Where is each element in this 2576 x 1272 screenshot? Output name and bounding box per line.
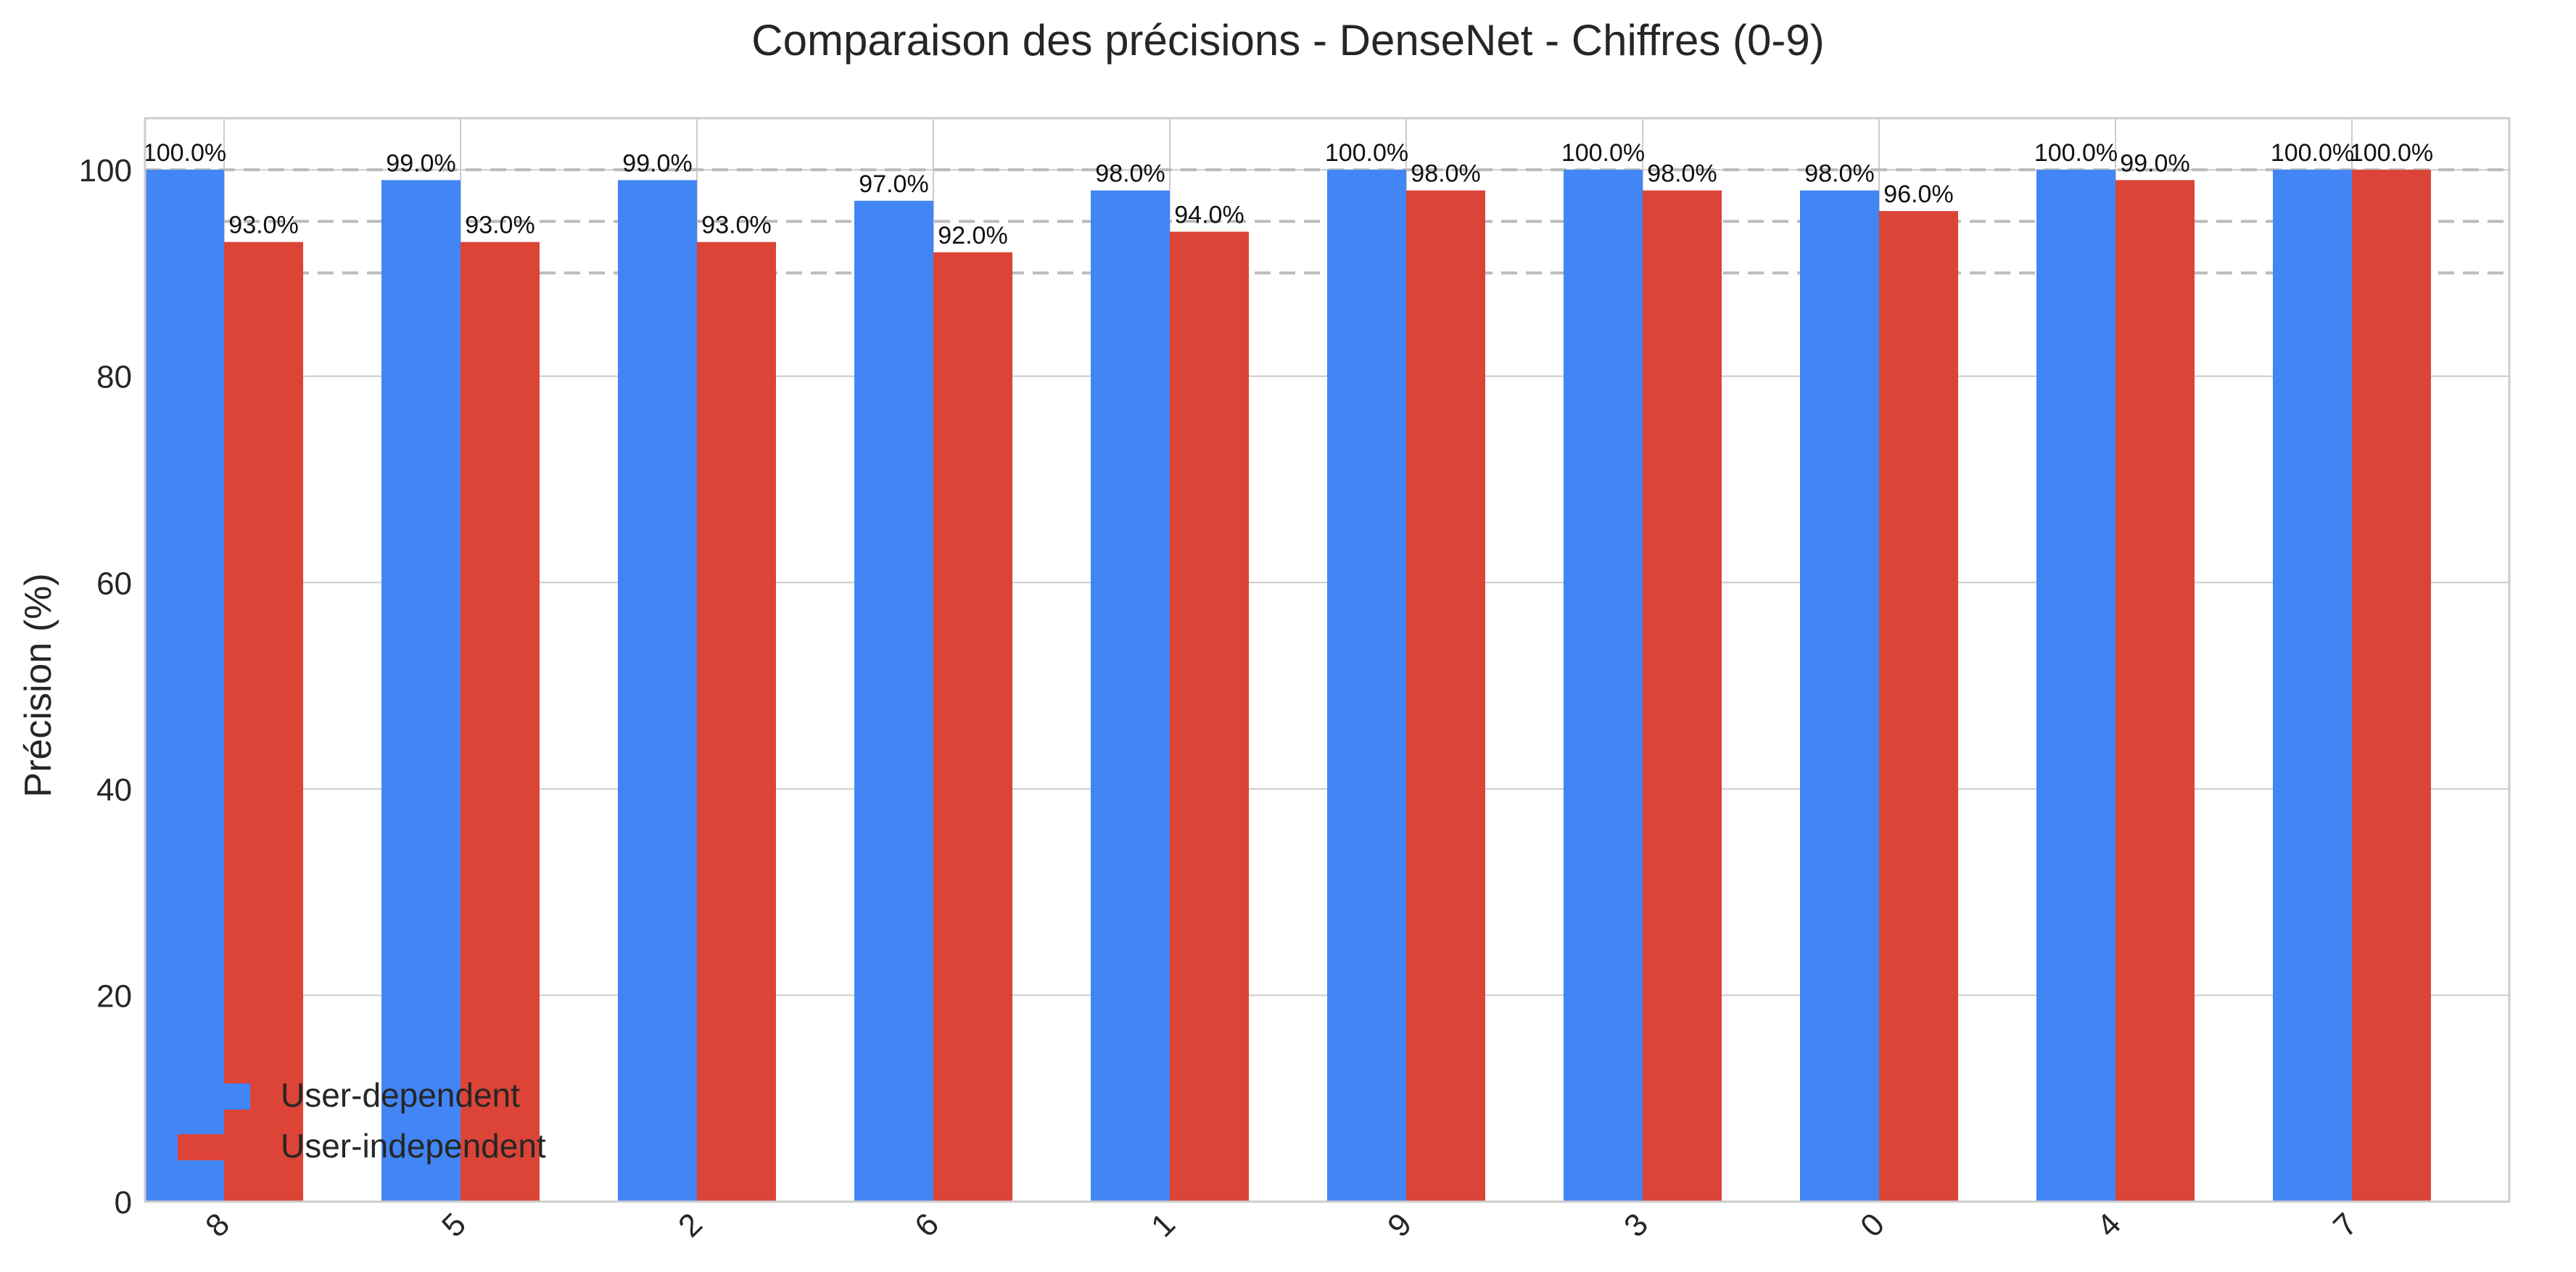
bar-user-independent <box>1643 190 1722 1202</box>
value-labels: 100.0% 99.0% 99.0%97.0% 98.0%100.0% 100.0%98… <box>143 139 2433 249</box>
value-label: 94.0% <box>1174 202 1244 229</box>
value-label: 99.0% <box>2120 149 2189 177</box>
value-label: 100.0% <box>2350 139 2433 167</box>
legend-label: User-dependent <box>281 1076 520 1114</box>
value-label: 98.0% <box>1647 160 1717 188</box>
x-tick-label: 3 <box>1617 1206 1655 1244</box>
value-label: 97.0% <box>859 170 928 198</box>
x-tick-label: 1 <box>1144 1206 1182 1244</box>
legend-label: User-independent <box>281 1127 546 1165</box>
value-label: 98.0% <box>1411 160 1480 188</box>
bar-user-dependent <box>2036 170 2115 1202</box>
bar-user-independent <box>461 241 540 1202</box>
bar-user-dependent <box>618 180 697 1202</box>
bar-user-independent <box>1170 231 1249 1202</box>
y-tick-label: 80 <box>96 360 132 395</box>
value-label: 99.0% <box>622 149 692 177</box>
chart-title: Comparaison des précisions - DenseNet - … <box>751 16 1824 65</box>
value-label: 93.0% <box>228 212 298 239</box>
value-label: 100.0% <box>1561 139 1645 167</box>
x-tick-label: 2 <box>672 1206 709 1244</box>
y-tick-label: 60 <box>96 566 132 601</box>
y-tick-label: 40 <box>96 772 132 808</box>
x-tick-label: 7 <box>2327 1206 2364 1244</box>
y-tick-label: 20 <box>96 978 132 1014</box>
y-axis-label: Précision (%) <box>17 573 59 797</box>
bar-user-dependent <box>1800 190 1879 1202</box>
y-tick-label: 0 <box>115 1185 132 1221</box>
bar-user-independent <box>1406 190 1485 1202</box>
bar-user-independent <box>933 252 1012 1202</box>
bar-user-independent <box>2115 180 2195 1202</box>
bars <box>145 170 2431 1202</box>
bar-user-independent <box>224 241 303 1202</box>
x-tick-label: 9 <box>1381 1206 1419 1244</box>
legend: User-dependent User-independent <box>178 1076 546 1165</box>
x-tick-label: 5 <box>435 1206 473 1244</box>
bar-user-independent <box>2352 170 2431 1202</box>
legend-swatch-user-independent <box>178 1134 250 1160</box>
bar-user-dependent <box>1327 170 1406 1202</box>
bar-user-independent <box>1879 211 1958 1202</box>
legend-swatch-user-dependent <box>178 1083 250 1110</box>
y-tick-label: 100 <box>79 153 132 189</box>
value-label: 100.0% <box>1325 139 1408 167</box>
bar-user-dependent <box>381 180 461 1202</box>
x-tick-label: 6 <box>908 1206 946 1244</box>
value-label: 96.0% <box>1883 181 1953 208</box>
value-label: 93.0% <box>701 212 771 239</box>
value-label: 98.0% <box>1804 160 1874 188</box>
plot-frame <box>144 117 2511 1203</box>
value-label: 100.0% <box>143 139 226 167</box>
bar-user-independent <box>697 241 776 1202</box>
value-label: 99.0% <box>386 149 455 177</box>
x-tick-label: 4 <box>2090 1206 2128 1244</box>
bar-user-dependent <box>1091 190 1170 1202</box>
value-label: 93.0% <box>465 212 534 239</box>
value-label: 100.0% <box>2034 139 2118 167</box>
bar-user-dependent <box>2273 170 2352 1202</box>
bar-user-dependent <box>1564 170 1643 1202</box>
bar-user-dependent <box>145 170 224 1202</box>
value-label: 92.0% <box>938 222 1007 249</box>
bar-user-dependent <box>854 200 933 1202</box>
x-tick-label: 8 <box>199 1206 236 1244</box>
value-label: 100.0% <box>2271 139 2354 167</box>
value-label: 98.0% <box>1095 160 1165 188</box>
x-tick-label: 0 <box>1854 1206 1891 1244</box>
